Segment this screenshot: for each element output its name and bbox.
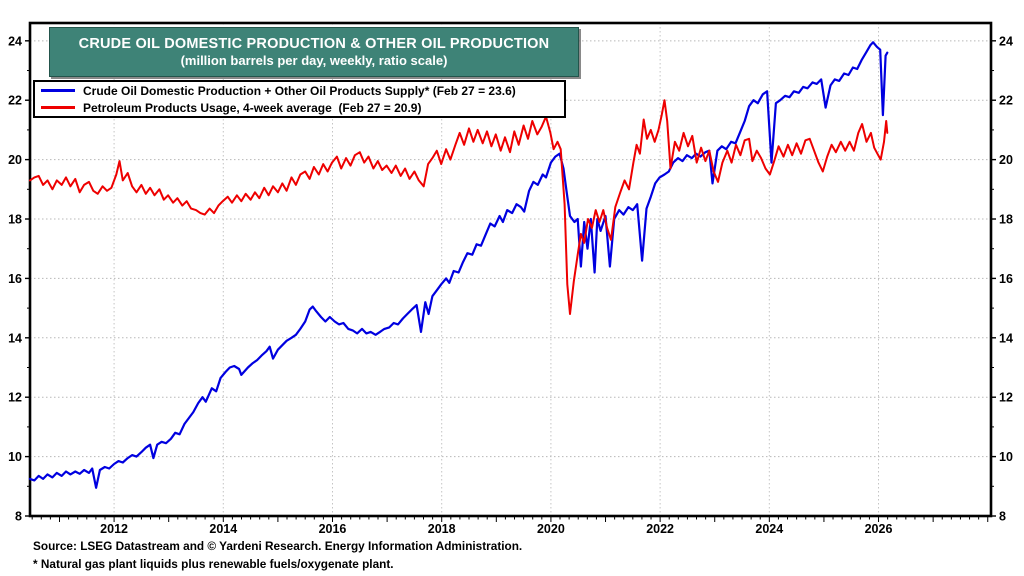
y-axis-label-right: 8 bbox=[999, 510, 1006, 524]
y-axis-label-left: 8 bbox=[15, 510, 22, 524]
chart-title: CRUDE OIL DOMESTIC PRODUCTION & OTHER OI… bbox=[78, 36, 550, 53]
y-axis-label-left: 14 bbox=[8, 331, 22, 345]
y-axis-label-right: 22 bbox=[999, 94, 1013, 108]
source-text: Source: LSEG Datastream and © Yardeni Re… bbox=[33, 539, 523, 553]
y-axis-label-left: 22 bbox=[8, 94, 22, 108]
y-axis-label-right: 18 bbox=[999, 213, 1013, 227]
y-axis-label-right: 12 bbox=[999, 391, 1013, 405]
legend-label-usage: Petroleum Products Usage, 4-week average… bbox=[83, 100, 422, 115]
x-axis-label: 2016 bbox=[319, 522, 347, 536]
y-axis-label-left: 10 bbox=[8, 450, 22, 464]
y-axis-label-left: 12 bbox=[8, 391, 22, 405]
x-axis-label: 2014 bbox=[209, 522, 237, 536]
x-axis-label: 2022 bbox=[646, 522, 674, 536]
blue-line-swatch bbox=[41, 89, 75, 92]
red-line-swatch bbox=[41, 106, 75, 109]
legend-item-production: Crude Oil Domestic Production + Other Oi… bbox=[41, 83, 564, 99]
y-axis-label-right: 20 bbox=[999, 153, 1013, 167]
footnote-text: * Natural gas plant liquids plus renewab… bbox=[33, 557, 394, 571]
x-axis-label: 2026 bbox=[865, 522, 893, 536]
chart-title-box: CRUDE OIL DOMESTIC PRODUCTION & OTHER OI… bbox=[49, 27, 579, 77]
chart-subtitle: (million barrels per day, weekly, ratio … bbox=[180, 53, 448, 69]
y-axis-label-left: 24 bbox=[8, 34, 22, 48]
production-line-series bbox=[28, 41, 889, 489]
y-axis-label-left: 18 bbox=[8, 213, 22, 227]
x-axis-label: 2020 bbox=[537, 522, 565, 536]
y-axis-label-right: 10 bbox=[999, 450, 1013, 464]
legend-box: Crude Oil Domestic Production + Other Oi… bbox=[33, 80, 566, 118]
y-axis-label-right: 16 bbox=[999, 272, 1013, 286]
y-axis-label-right: 14 bbox=[999, 331, 1013, 345]
plot-frame bbox=[28, 21, 993, 518]
x-axis-label: 2012 bbox=[100, 522, 128, 536]
legend-item-usage: Petroleum Products Usage, 4-week average… bbox=[41, 100, 564, 116]
x-axis-label: 2024 bbox=[755, 522, 783, 536]
usage-line-series bbox=[29, 99, 889, 315]
y-axis-label-left: 20 bbox=[8, 153, 22, 167]
legend-label-production: Crude Oil Domestic Production + Other Oi… bbox=[83, 83, 516, 98]
y-axis-label-left: 16 bbox=[8, 272, 22, 286]
y-axis-label-right: 24 bbox=[999, 34, 1013, 48]
x-axis-label: 2018 bbox=[428, 522, 456, 536]
